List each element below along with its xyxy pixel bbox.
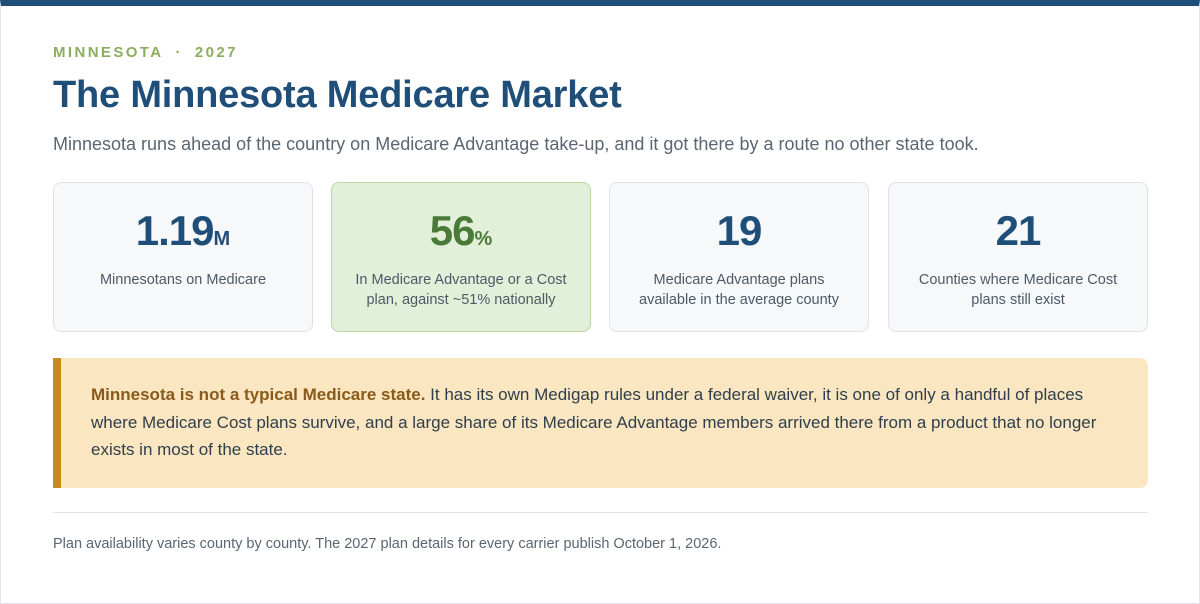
eyebrow: MINNESOTA · 2027 bbox=[53, 44, 238, 61]
stats-row: 1.19M Minnesotans on Medicare 56% In Med… bbox=[53, 182, 1148, 332]
eyebrow-state: MINNESOTA bbox=[53, 44, 164, 61]
stat-number: 19 bbox=[716, 207, 763, 254]
eyebrow-separator: · bbox=[175, 44, 183, 61]
stat-label: In Medicare Advantage or a Cost plan, ag… bbox=[355, 272, 567, 308]
stat-number: 56 bbox=[429, 207, 476, 254]
stat-label: Medicare Advantage plans available in th… bbox=[639, 272, 839, 308]
stat-value: 21 bbox=[889, 207, 1147, 255]
page-title: The Minnesota Medicare Market bbox=[53, 74, 622, 116]
stat-card-cost-plan-counties: 21 Counties where Medicare Cost plans st… bbox=[888, 182, 1148, 332]
stat-label: Minnesotans on Medicare bbox=[99, 272, 267, 288]
stat-card-advantage-share: 56% In Medicare Advantage or a Cost plan… bbox=[331, 182, 591, 332]
callout-lead: Minnesota is not a typical Medicare stat… bbox=[91, 385, 426, 404]
stat-value: 19 bbox=[610, 207, 868, 255]
page-subtitle: Minnesota runs ahead of the country on M… bbox=[53, 134, 979, 154]
stat-label: Counties where Medicare Cost plans still… bbox=[918, 272, 1118, 308]
footnote: Plan availability varies county by count… bbox=[53, 536, 722, 552]
stat-number: 1.19 bbox=[135, 207, 215, 254]
stat-unit: M bbox=[213, 228, 231, 250]
stat-number: 21 bbox=[995, 207, 1042, 254]
stat-value: 1.19M bbox=[54, 207, 312, 255]
stat-card-medicare-population: 1.19M Minnesotans on Medicare bbox=[53, 182, 313, 332]
callout-body: It has its own Medigap rules under a fed… bbox=[91, 385, 1097, 459]
stat-unit: % bbox=[474, 228, 493, 250]
stat-card-plans-per-county: 19 Medicare Advantage plans available in… bbox=[609, 182, 869, 332]
stat-value: 56% bbox=[332, 207, 590, 255]
eyebrow-year: 2027 bbox=[194, 44, 238, 61]
callout-box: Minnesota is not a typical Medicare stat… bbox=[53, 358, 1148, 488]
divider bbox=[53, 512, 1148, 513]
